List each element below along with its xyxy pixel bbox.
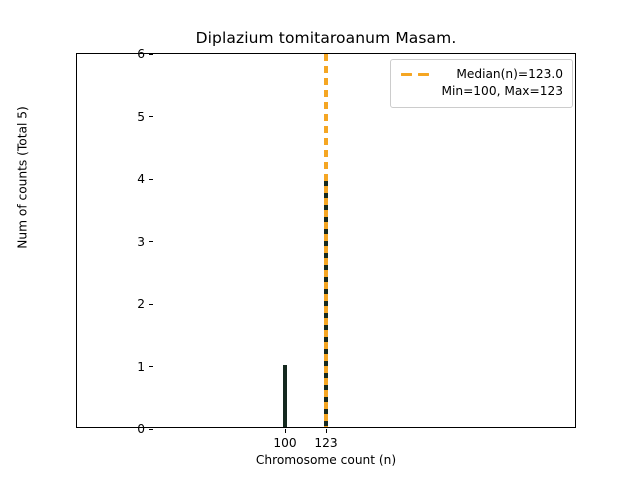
y-tick-mark [149, 428, 153, 430]
y-tick-mark [149, 366, 153, 368]
legend-entry-median: Median(n)=123.0 [456, 67, 563, 81]
y-tick-label: 5 [137, 109, 145, 124]
y-axis-label: Num of counts (Total 5) [16, 28, 31, 328]
legend-dash-segment [401, 73, 413, 77]
y-tick-mark [149, 178, 153, 180]
legend-dash-segment [418, 73, 430, 77]
y-tick-label: 0 [137, 422, 145, 436]
y-tick-label: 2 [137, 297, 145, 311]
legend-entry-minmax: Min=100, Max=123 [441, 84, 563, 98]
y-tick-label: 6 [137, 47, 145, 61]
bar-100 [283, 364, 288, 427]
y-tick-label: 1 [137, 359, 145, 374]
y-tick-mark [149, 303, 153, 305]
x-tick-label: 100 [273, 436, 297, 450]
legend: Median(n)=123.0 Min=100, Max=123 [390, 59, 573, 108]
plot-area: 0 1 2 3 4 5 6 100 [76, 47, 576, 450]
y-tick-label: 3 [137, 234, 145, 249]
median-vline [324, 54, 328, 427]
y-axis-label-line1: Num of counts [15, 159, 30, 249]
chart-title: Diplazium tomitaroanum Masam. [195, 29, 457, 47]
x-tick-label: 123 [314, 436, 338, 450]
legend-dashed-line-icon [400, 66, 432, 83]
legend-text-group: Median(n)=123.0 Min=100, Max=123 [441, 66, 563, 100]
y-tick-mark [149, 241, 153, 243]
y-tick-mark [149, 53, 153, 55]
y-tick-label: 4 [137, 172, 145, 186]
x-tick-mark [325, 429, 327, 433]
x-tick-mark [284, 429, 286, 433]
y-tick-mark [149, 116, 153, 118]
x-axis-label: Chromosome count (n) [255, 453, 397, 467]
y-axis-label-line2: (Total 5) [15, 106, 30, 156]
